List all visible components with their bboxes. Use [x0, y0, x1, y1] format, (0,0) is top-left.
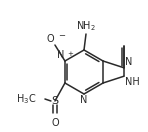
Text: O: O: [51, 118, 59, 128]
Text: N: N: [125, 57, 132, 67]
Text: O: O: [46, 34, 54, 44]
Text: S: S: [51, 96, 58, 106]
Text: +: +: [67, 51, 73, 57]
Text: NH: NH: [125, 77, 140, 87]
Text: N: N: [57, 50, 64, 60]
Text: NH$_2$: NH$_2$: [76, 19, 96, 33]
Text: H$_3$C: H$_3$C: [16, 92, 36, 106]
Text: N: N: [80, 95, 88, 105]
Text: −: −: [58, 31, 65, 40]
